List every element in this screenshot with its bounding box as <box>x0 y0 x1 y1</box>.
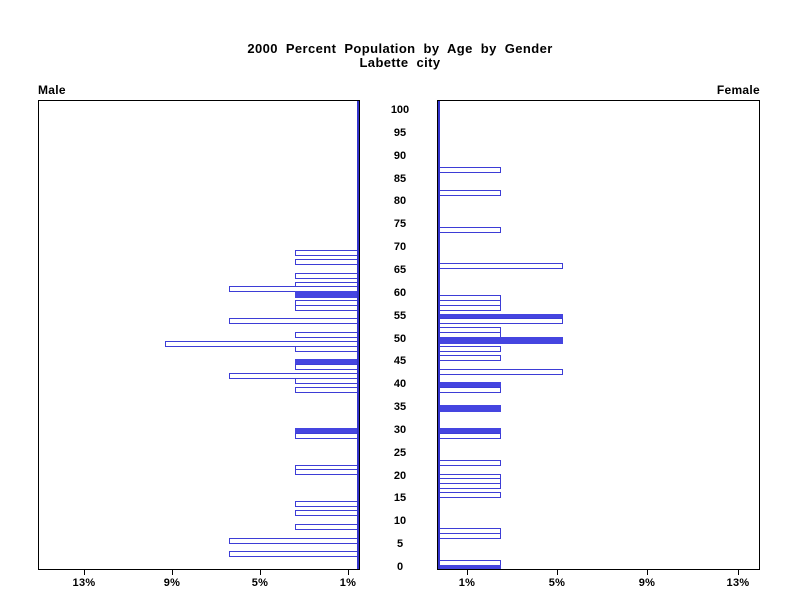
male-bar-age-12 <box>295 510 359 517</box>
pct-tick-label: 9% <box>638 577 656 589</box>
pct-tick-label: 5% <box>548 577 566 589</box>
pct-tick-mark <box>172 570 173 575</box>
male-bar-age-69 <box>295 249 359 256</box>
male-bar-age-57 <box>295 304 359 311</box>
female-bar-age-16 <box>438 491 501 498</box>
male-bar-age-3 <box>229 551 359 558</box>
pct-tick-mark <box>647 570 648 575</box>
female-bar-age-74 <box>438 226 501 233</box>
age-tick-label-15: 15 <box>393 492 407 505</box>
female-bar-age-82 <box>438 190 501 197</box>
pct-tick-mark <box>84 570 85 575</box>
female-bar-age-50 <box>438 336 563 344</box>
female-bar-age-66 <box>438 263 563 270</box>
male-bar-age-39 <box>295 386 359 393</box>
age-tick-label-20: 20 <box>393 469 407 482</box>
age-tick-label-25: 25 <box>393 446 407 459</box>
pct-tick-label: 5% <box>251 577 269 589</box>
age-tick-label-60: 60 <box>393 286 407 299</box>
female-bar-age-23 <box>438 459 501 466</box>
age-tick-label-100: 100 <box>390 104 410 116</box>
pct-tick-mark <box>738 570 739 575</box>
pct-tick-label: 13% <box>726 577 750 589</box>
chart-title: 2000 Percent Population by Age by Gender <box>247 41 553 56</box>
age-tick-label-50: 50 <box>393 332 407 345</box>
male-bar-age-41 <box>295 377 359 384</box>
male-bar-age-64 <box>295 272 359 279</box>
age-tick-label-70: 70 <box>393 241 407 254</box>
pct-tick-label: 1% <box>458 577 476 589</box>
age-tick-label-10: 10 <box>393 515 407 528</box>
male-bar-age-44 <box>295 363 359 370</box>
female-bar-age-87 <box>438 167 501 174</box>
male-bar-age-29 <box>295 432 359 439</box>
age-tick-label-40: 40 <box>393 378 407 391</box>
pct-tick-mark <box>467 570 468 575</box>
male-bar-age-67 <box>295 258 359 265</box>
pct-tick-label: 13% <box>72 577 96 589</box>
male-bar-age-14 <box>295 501 359 507</box>
male-bar-age-21 <box>295 469 359 475</box>
female-bar-age-43 <box>438 368 563 375</box>
female-panel-label: Female <box>716 83 760 97</box>
age-tick-label-90: 90 <box>393 149 407 162</box>
female-bar-age-0 <box>438 565 501 569</box>
female-bar-age-18 <box>438 482 501 489</box>
age-tick-label-85: 85 <box>393 172 407 185</box>
male-panel-label: Male <box>38 83 66 97</box>
female-bar-age-48 <box>438 345 501 352</box>
female-bar-age-29 <box>438 432 501 439</box>
female-center-axis-line <box>438 101 440 569</box>
age-tick-label-5: 5 <box>396 538 404 551</box>
male-center-axis-line <box>357 101 359 569</box>
pct-tick-label: 9% <box>163 577 181 589</box>
female-bar-age-57 <box>438 304 501 311</box>
female-bar-age-35 <box>438 405 501 412</box>
male-bar-age-54 <box>229 318 359 325</box>
female-bar-age-54 <box>438 318 563 325</box>
age-tick-label-45: 45 <box>393 355 407 368</box>
age-tick-label-65: 65 <box>393 263 407 276</box>
male-bar-age-51 <box>295 331 359 338</box>
age-tick-label-75: 75 <box>393 218 407 231</box>
age-tick-label-55: 55 <box>393 309 407 322</box>
female-bars-area <box>438 101 759 569</box>
male-bars-area <box>39 101 359 569</box>
age-tick-label-95: 95 <box>393 126 407 139</box>
age-tick-label-30: 30 <box>393 423 407 436</box>
chart-subtitle: Labette city <box>359 55 441 70</box>
male-panel <box>38 100 360 570</box>
male-bar-age-48 <box>295 345 359 352</box>
female-bar-age-46 <box>438 354 501 361</box>
female-panel <box>437 100 760 570</box>
age-tick-label-35: 35 <box>393 401 407 413</box>
pct-tick-mark <box>557 570 558 575</box>
pct-tick-mark <box>260 570 261 575</box>
pct-tick-label: 1% <box>339 577 357 589</box>
age-tick-label-0: 0 <box>396 561 404 573</box>
age-tick-label-80: 80 <box>393 195 407 208</box>
female-bar-age-7 <box>438 533 501 539</box>
male-bar-age-9 <box>295 523 359 530</box>
pct-tick-mark <box>348 570 349 575</box>
male-bar-age-60 <box>295 290 359 298</box>
male-bar-age-6 <box>229 537 359 544</box>
female-bar-age-39 <box>438 386 501 393</box>
